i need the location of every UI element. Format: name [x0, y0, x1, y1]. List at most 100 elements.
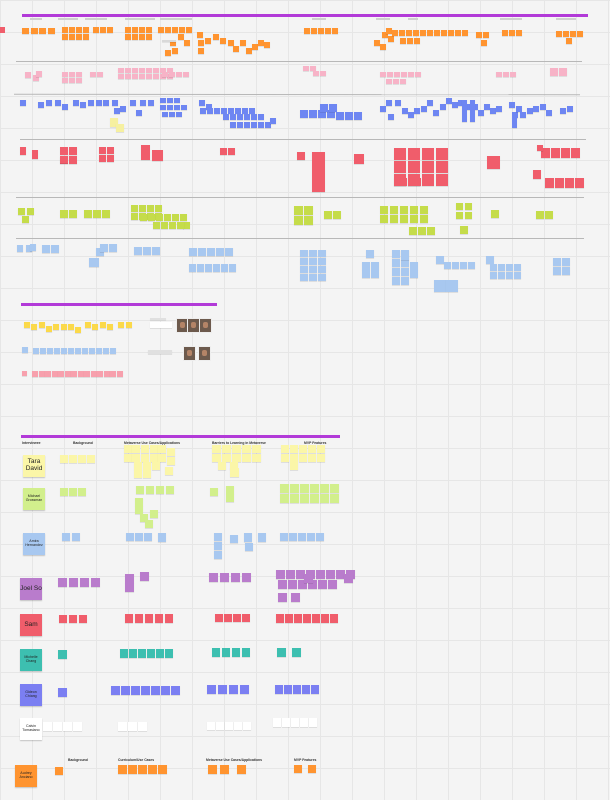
sticky-note[interactable] [160, 105, 166, 110]
sticky-note[interactable] [413, 30, 419, 36]
sticky-note[interactable] [150, 454, 158, 462]
sticky-note[interactable] [309, 250, 317, 257]
sticky-note[interactable] [32, 371, 38, 377]
sticky-note[interactable] [388, 114, 394, 120]
sticky-note[interactable] [103, 371, 110, 377]
sticky-note[interactable] [143, 462, 151, 470]
sticky-note[interactable] [330, 494, 339, 503]
sticky-note[interactable] [89, 258, 99, 267]
sticky-note[interactable] [118, 68, 124, 73]
sticky-note[interactable] [498, 264, 505, 271]
sticky-note[interactable] [401, 259, 409, 267]
sticky-note[interactable] [165, 614, 173, 623]
sticky-note[interactable] [143, 247, 151, 255]
sticky-note[interactable] [167, 68, 173, 73]
sticky-note[interactable] [62, 27, 68, 33]
sticky-note[interactable] [327, 110, 335, 118]
sticky-note[interactable] [222, 648, 230, 657]
sticky-note[interactable] [222, 445, 231, 453]
sticky-note[interactable] [251, 114, 257, 120]
sticky-note[interactable] [308, 445, 316, 453]
sticky-note[interactable] [540, 104, 546, 110]
sticky-note[interactable] [298, 580, 307, 589]
sticky-note[interactable] [147, 649, 155, 658]
sticky-note[interactable] [167, 448, 175, 456]
interviewee-card[interactable]: Audrey Anciano [15, 765, 37, 787]
middle-frame-header[interactable] [21, 303, 217, 306]
sticky-note[interactable] [446, 280, 458, 292]
sticky-note[interactable] [75, 348, 81, 354]
sticky-note[interactable] [32, 150, 38, 159]
sticky-note[interactable] [156, 649, 164, 658]
sticky-note[interactable] [146, 486, 154, 494]
sticky-note[interactable] [58, 371, 64, 377]
sticky-note[interactable] [291, 593, 300, 602]
sticky-note[interactable] [299, 445, 307, 453]
sticky-note[interactable] [199, 100, 205, 106]
sticky-note[interactable] [235, 108, 241, 114]
sticky-note[interactable] [229, 685, 238, 694]
sticky-note[interactable] [512, 118, 517, 128]
sticky-note[interactable] [401, 268, 409, 276]
sticky-note[interactable] [304, 28, 310, 34]
sticky-note[interactable] [316, 570, 325, 579]
sticky-note[interactable] [183, 222, 190, 229]
sticky-note[interactable] [296, 570, 305, 579]
sticky-note[interactable] [141, 145, 150, 160]
sticky-note[interactable] [96, 348, 102, 354]
sticky-note[interactable] [452, 262, 459, 269]
sticky-note[interactable] [328, 580, 337, 589]
sticky-note[interactable] [60, 157, 68, 163]
sticky-note[interactable] [245, 543, 253, 551]
sticky-note[interactable] [258, 533, 266, 542]
sticky-note[interactable] [69, 455, 77, 463]
sticky-note[interactable] [172, 48, 178, 54]
sticky-note[interactable] [138, 722, 147, 731]
sticky-note[interactable] [233, 46, 239, 52]
sticky-note[interactable] [180, 214, 187, 221]
sticky-note[interactable] [60, 210, 68, 218]
sticky-note[interactable] [427, 30, 433, 36]
sticky-note[interactable] [354, 112, 362, 120]
sticky-note[interactable] [158, 445, 166, 453]
sticky-note[interactable] [55, 100, 61, 106]
sticky-note[interactable] [162, 40, 176, 42]
sticky-note[interactable] [242, 445, 251, 453]
sticky-note[interactable] [155, 205, 162, 212]
sticky-note[interactable] [165, 50, 171, 56]
sticky-note[interactable] [69, 27, 75, 33]
sticky-note[interactable] [64, 371, 71, 377]
sticky-note[interactable] [30, 28, 38, 34]
sticky-note[interactable] [45, 371, 51, 377]
sticky-note[interactable] [69, 615, 77, 623]
sticky-note[interactable] [310, 494, 319, 503]
sticky-note[interactable] [537, 145, 543, 151]
sticky-note[interactable] [393, 79, 399, 84]
sticky-note[interactable] [230, 462, 238, 470]
sticky-note[interactable] [408, 148, 420, 160]
sticky-note[interactable] [207, 685, 216, 694]
sticky-note[interactable] [139, 34, 145, 40]
sticky-note[interactable] [197, 264, 204, 272]
sticky-note[interactable] [42, 245, 50, 253]
sticky-note[interactable] [422, 161, 434, 173]
sticky-note[interactable] [300, 484, 309, 493]
sticky-note[interactable] [85, 322, 91, 328]
sticky-note[interactable] [100, 27, 106, 33]
sticky-note[interactable] [228, 108, 234, 114]
sticky-note[interactable] [545, 211, 553, 219]
sticky-note[interactable] [134, 470, 142, 478]
sticky-note[interactable] [220, 38, 226, 44]
sticky-note[interactable] [93, 27, 99, 33]
sticky-note[interactable] [125, 34, 131, 40]
sticky-note[interactable] [221, 108, 227, 114]
sticky-note[interactable] [441, 30, 447, 36]
sticky-note[interactable] [291, 718, 299, 727]
sticky-note[interactable] [200, 108, 206, 114]
sticky-note[interactable] [509, 102, 515, 108]
sticky-note[interactable] [436, 174, 448, 186]
sticky-note[interactable] [97, 371, 103, 377]
sticky-note[interactable] [273, 718, 281, 727]
sticky-note[interactable] [307, 533, 315, 541]
sticky-note[interactable] [22, 216, 29, 223]
